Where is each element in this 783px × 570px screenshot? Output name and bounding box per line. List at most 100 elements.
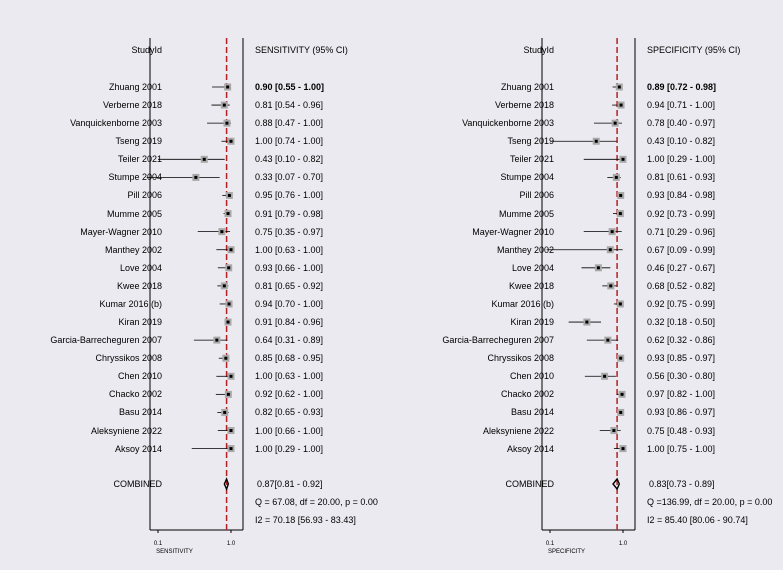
study-estimate-text: 1.00 [0.63 - 1.00] (255, 244, 324, 255)
study-name-label: Stumpe 2004 (108, 172, 162, 183)
study-point-estimate (226, 85, 230, 89)
study-point-estimate (215, 338, 219, 342)
study-name-label: Verberne 2018 (494, 100, 554, 111)
study-name-label: Kwee 2018 (116, 280, 162, 291)
study-point-estimate (596, 266, 600, 270)
study-name-label: Mumme 2005 (498, 208, 554, 219)
study-estimate-text: 0.88 [0.47 - 1.00] (255, 118, 324, 129)
study-name-label: Aleksyniene 2022 (90, 425, 162, 436)
study-name-label: Kumar 2016 (b) (99, 298, 162, 309)
specificity-x-tick-label: 0.1 (546, 541, 555, 547)
study-estimate-text: 1.00 [0.66 - 1.00] (255, 425, 324, 436)
study-estimate-text: 0.89 [0.72 - 0.98] (647, 82, 717, 92)
study-point-estimate (621, 447, 625, 451)
sensitivity-value-header: SENSITIVITY (95% CI) (255, 45, 348, 55)
study-name-label: Mumme 2005 (106, 208, 162, 219)
study-estimate-text: 0.43 [0.10 - 0.82] (255, 154, 324, 165)
specificity-i2-statistic: I2 = 85.40 [80.06 - 90.74] (647, 515, 748, 525)
study-point-estimate (227, 266, 231, 270)
study-name-label: Vanquickenborne 2003 (462, 118, 554, 129)
sensitivity-i2-statistic: I2 = 70.18 [56.93 - 83.43] (255, 515, 356, 525)
study-estimate-text: 0.64 [0.31 - 0.89] (255, 335, 324, 346)
study-point-estimate (585, 320, 589, 324)
study-point-estimate (613, 121, 617, 125)
study-estimate-text: 0.85 [0.68 - 0.95] (255, 353, 324, 364)
specificity-q-statistic: Q =136.99, df = 20.00, p = 0.00 (647, 497, 773, 507)
study-name-label: Love 2004 (119, 262, 162, 273)
study-name-label: Zhuang 2001 (500, 82, 554, 92)
study-estimate-text: 0.43 [0.10 - 0.82] (647, 136, 716, 147)
specificity-combined-text: 0.83[0.73 - 0.89] (649, 479, 715, 489)
specificity-value-header: SPECIFICITY (95% CI) (647, 45, 741, 55)
study-estimate-text: 0.32 [0.18 - 0.50] (647, 317, 716, 328)
study-point-estimate (594, 139, 598, 143)
study-name-label: Pill 2006 (519, 190, 554, 201)
study-estimate-text: 0.81 [0.61 - 0.93] (647, 172, 716, 183)
study-point-estimate (227, 302, 231, 306)
study-estimate-text: 0.81 [0.54 - 0.96] (255, 100, 324, 111)
sensitivity-forest-panel: StudyId SENSITIVITY (95% CI) 0.1 1.0 SENSITI… (50, 38, 378, 555)
study-estimate-text: 0.93 [0.85 - 0.97] (647, 353, 716, 364)
study-estimate-text: 0.68 [0.52 - 0.82] (647, 280, 716, 291)
study-point-estimate (222, 284, 226, 288)
study-point-estimate (618, 302, 622, 306)
study-estimate-text: 0.46 [0.27 - 0.67] (647, 262, 716, 273)
sensitivity-x-axis-label: SENSITIVITY (156, 549, 193, 555)
study-point-estimate (619, 103, 623, 107)
study-name-label: Basu 2014 (510, 407, 554, 418)
study-point-estimate (609, 284, 613, 288)
study-estimate-text: 0.75 [0.48 - 0.93] (647, 425, 716, 436)
study-name-label: Love 2004 (511, 262, 554, 273)
sensitivity-q-statistic: Q = 67.08, df = 20.00, p = 0.00 (255, 497, 378, 507)
study-point-estimate (223, 410, 227, 414)
study-estimate-text: 1.00 [0.63 - 1.00] (255, 371, 324, 382)
sensitivity-id-header: StudyId (131, 45, 162, 55)
study-name-label: Tseng 2019 (115, 136, 162, 147)
study-point-estimate (226, 320, 230, 324)
study-point-estimate (222, 103, 226, 107)
study-name-label: Basu 2014 (118, 407, 162, 418)
study-name-label: Manthey 2002 (104, 244, 162, 255)
study-estimate-text: 0.92 [0.62 - 1.00] (255, 389, 324, 400)
study-point-estimate (608, 248, 612, 252)
study-estimate-text: 0.62 [0.32 - 0.86] (647, 335, 716, 346)
study-estimate-text: 0.75 [0.35 - 0.97] (255, 226, 324, 237)
study-estimate-text: 0.94 [0.70 - 1.00] (255, 298, 324, 309)
specificity-combined-diamond (612, 477, 621, 491)
study-estimate-text: 0.91 [0.84 - 0.96] (255, 317, 324, 328)
study-point-estimate (194, 175, 198, 179)
study-estimate-text: 1.00 [0.75 - 1.00] (647, 443, 716, 454)
study-name-label: Kiran 2019 (510, 317, 554, 328)
study-name-label: Pill 2006 (127, 190, 162, 201)
study-name-label: Garcia-Barrecheguren 2007 (50, 335, 162, 346)
study-name-label: Manthey 2002 (496, 244, 554, 255)
study-name-label: Chacko 2002 (500, 389, 554, 400)
study-estimate-text: 0.67 [0.09 - 0.99] (647, 244, 716, 255)
study-name-label: Teiler 2021 (117, 154, 162, 165)
study-estimate-text: 1.00 [0.74 - 1.00] (255, 136, 324, 147)
study-estimate-text: 0.95 [0.76 - 1.00] (255, 190, 324, 201)
study-name-label: Garcia-Barrecheguren 2007 (442, 335, 554, 346)
study-point-estimate (202, 157, 206, 161)
study-estimate-text: 0.82 [0.65 - 0.93] (255, 407, 324, 418)
specificity-plot-area: 0.1 1.0 SPECIFICITY (541, 38, 636, 555)
study-point-estimate (619, 410, 623, 414)
study-estimate-text: 0.94 [0.71 - 1.00] (647, 100, 716, 111)
study-point-estimate (229, 248, 233, 252)
study-point-estimate (619, 356, 623, 360)
study-estimate-text: 0.92 [0.73 - 0.99] (647, 208, 716, 219)
specificity-x-axis-label: SPECIFICITY (548, 549, 585, 555)
study-point-estimate (603, 374, 607, 378)
study-name-label: Zhuang 2001 (108, 82, 162, 92)
study-name-label: Chen 2010 (117, 371, 162, 382)
study-point-estimate (619, 193, 623, 197)
study-name-label: Verberne 2018 (102, 100, 162, 111)
study-point-estimate (224, 356, 228, 360)
study-name-label: Kwee 2018 (508, 280, 554, 291)
study-estimate-text: 0.92 [0.75 - 0.99] (647, 298, 716, 309)
specificity-id-header: StudyId (523, 45, 554, 55)
study-point-estimate (227, 193, 231, 197)
sensitivity-x-tick-label: 0.1 (154, 541, 163, 547)
study-name-label: Aksoy 2014 (114, 443, 162, 454)
study-point-estimate (614, 175, 618, 179)
